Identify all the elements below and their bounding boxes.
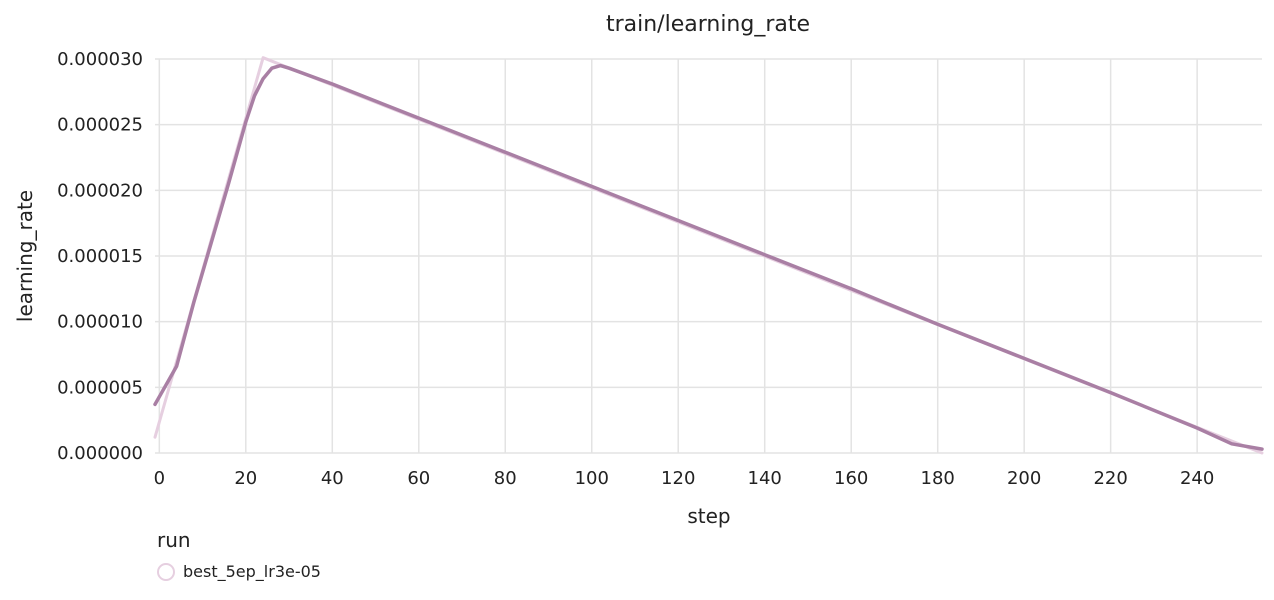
y-axis-ticks: 0.000000 0.000005 0.000010 0.000015 0.000020…: [57, 49, 143, 464]
x-tick-label: 20: [234, 468, 257, 489]
x-tick-label: 100: [575, 468, 609, 489]
x-tick-label: 240: [1180, 468, 1214, 489]
x-tick-label: 40: [321, 468, 344, 489]
x-tick-label: 160: [834, 468, 868, 489]
series-smoothed-line: [153, 63, 1264, 451]
legend-swatch-icon: [157, 562, 175, 581]
legend-title: run: [157, 528, 191, 552]
x-axis-title: step: [687, 504, 730, 528]
x-tick-label: 180: [921, 468, 955, 489]
series: [153, 56, 1264, 455]
y-tick-label: 0.000030: [57, 49, 143, 70]
x-tick-label: 120: [661, 468, 695, 489]
y-tick-label: 0.000015: [57, 246, 143, 267]
x-axis-ticks: 0 20 40 60 80 100 120 140 160 180 200 220 240: [154, 468, 1215, 489]
y-tick-label: 0.000010: [57, 312, 143, 333]
legend-label: best_5ep_lr3e-05: [183, 562, 321, 581]
x-tick-label: 80: [494, 468, 517, 489]
y-tick-label: 0.000020: [57, 180, 143, 201]
x-tick-label: 140: [748, 468, 782, 489]
y-tick-label: 0.000025: [57, 115, 143, 136]
grid: [155, 58, 1262, 454]
legend-item[interactable]: best_5ep_lr3e-05: [157, 562, 321, 581]
x-tick-label: 0: [154, 468, 165, 489]
y-axis-title: learning_rate: [13, 190, 37, 322]
y-tick-label: 0.000005: [57, 377, 143, 398]
chart-title: train/learning_rate: [606, 12, 810, 37]
x-tick-label: 60: [407, 468, 430, 489]
x-tick-label: 200: [1007, 468, 1041, 489]
x-tick-label: 220: [1093, 468, 1127, 489]
legend: run best_5ep_lr3e-05: [157, 528, 321, 581]
y-tick-label: 0.000000: [57, 443, 143, 464]
